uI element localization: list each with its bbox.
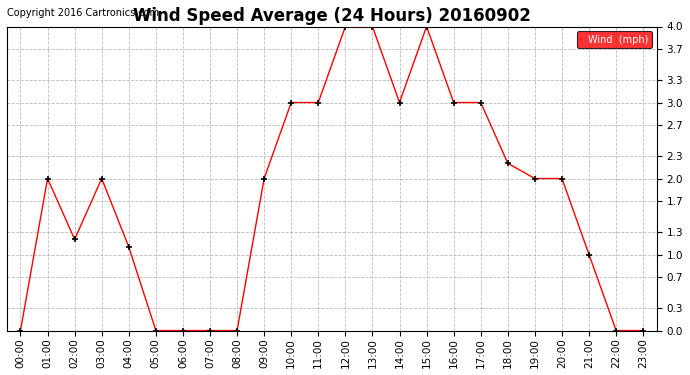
Title: Wind Speed Average (24 Hours) 20160902: Wind Speed Average (24 Hours) 20160902 [133,7,531,25]
Legend: Wind  (mph): Wind (mph) [577,32,652,48]
Text: Copyright 2016 Cartronics.com: Copyright 2016 Cartronics.com [7,8,159,18]
